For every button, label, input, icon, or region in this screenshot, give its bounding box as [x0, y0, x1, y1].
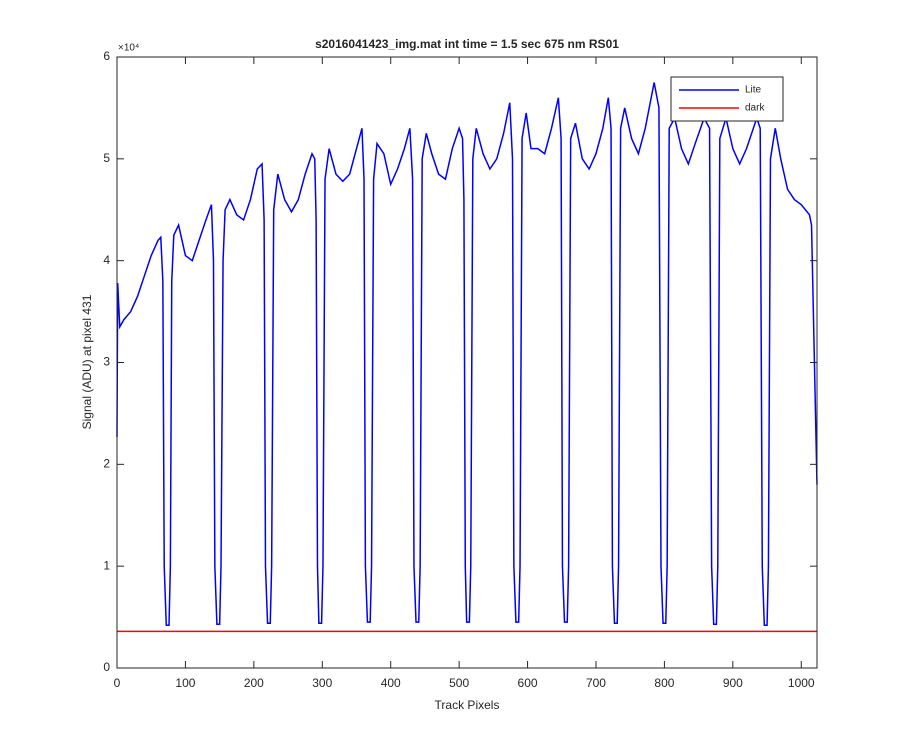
x-axis-label: Track Pixels: [435, 698, 500, 712]
x-tick-label: 200: [244, 676, 264, 690]
y-tick-label: 1: [103, 558, 110, 572]
series-line: [116, 82, 818, 626]
x-tick-label: 900: [723, 676, 743, 690]
chart-title: s2016041423_img.mat int time = 1.5 sec 6…: [315, 37, 619, 51]
x-tick-label: 100: [175, 676, 195, 690]
y-axis-label: Signal (ADU) at pixel 431: [80, 294, 94, 429]
x-tick-label: 1000: [788, 676, 815, 690]
legend-label: dark: [745, 103, 765, 114]
y-exponent-label: ×10⁴: [118, 43, 139, 54]
y-tick-label: 5: [103, 151, 110, 165]
y-tick-label: 2: [103, 457, 110, 471]
legend-label: Lite: [745, 85, 762, 96]
x-tick-label: 500: [449, 676, 469, 690]
x-tick-label: 600: [518, 676, 538, 690]
y-tick-label: 4: [103, 253, 110, 267]
legend-box: [670, 76, 784, 122]
x-tick-label: 0: [114, 676, 121, 690]
x-tick-label: 700: [586, 676, 606, 690]
x-tick-label: 300: [312, 676, 332, 690]
x-tick-label: 800: [654, 676, 674, 690]
x-tick-label: 400: [381, 676, 401, 690]
plot-area: [117, 57, 817, 668]
y-tick-label: 0: [103, 660, 110, 674]
y-tick-label: 6: [103, 49, 110, 63]
y-tick-label: 3: [103, 355, 110, 369]
